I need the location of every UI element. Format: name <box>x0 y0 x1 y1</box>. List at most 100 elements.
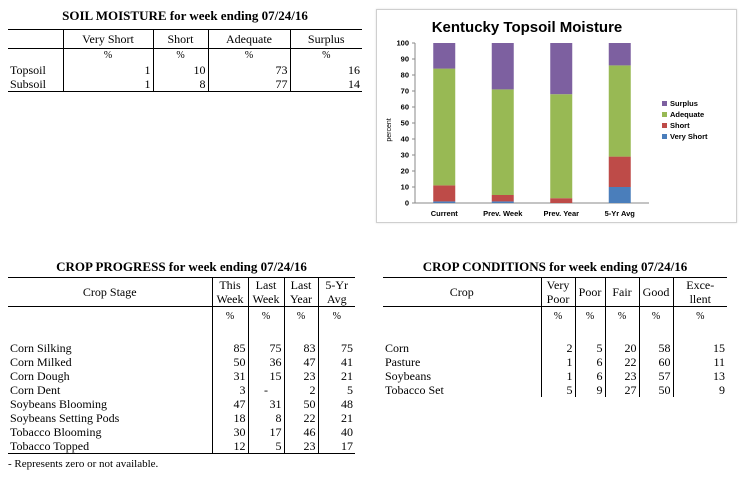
conditions-cell: 27 <box>604 383 639 397</box>
progress-row: Tobacco Blooming 30 17 46 40 <box>8 425 355 439</box>
conditions-row-label: Corn <box>385 341 409 355</box>
conditions-spacer <box>638 327 673 341</box>
progress-cell: 85 <box>211 341 248 355</box>
progress-spacer <box>8 327 212 341</box>
progress-cell: 18 <box>211 411 248 425</box>
progress-row: Corn Dough 31 15 23 21 <box>8 369 355 383</box>
conditions-header-excellent-1: Exce- <box>672 277 727 292</box>
chart-title: Kentucky Topsoil Moisture <box>432 19 623 36</box>
conditions-cell: 22 <box>604 355 639 369</box>
conditions-unit: % <box>540 306 575 327</box>
progress-cell: 5 <box>317 383 355 397</box>
progress-cell: 5 <box>247 439 284 454</box>
chart-bar-segment <box>608 187 631 203</box>
crop-progress-table: Crop Stage This Last Last 5-Yr Week Week… <box>8 277 355 470</box>
progress-row-label: Soybeans Setting Pods <box>10 411 120 425</box>
soil-header-surplus: Surplus <box>289 29 362 49</box>
conditions-spacer <box>540 327 575 341</box>
conditions-spacer <box>604 327 639 341</box>
progress-row-label: Tobacco Blooming <box>10 425 102 439</box>
conditions-cell: 50 <box>638 383 673 397</box>
chart-legend: Surplus Adequate Short Very Short <box>662 99 708 141</box>
conditions-cell: 2 <box>540 341 575 355</box>
progress-header-last-week-1: Last <box>247 277 284 292</box>
progress-row: Soybeans Setting Pods 18 8 22 21 <box>8 411 355 425</box>
conditions-cell: 6 <box>574 369 605 383</box>
conditions-row-label: Tobacco Set <box>385 383 444 397</box>
chart-legend-swatch <box>662 134 667 139</box>
progress-spacer <box>283 327 318 341</box>
conditions-cell: 9 <box>672 383 727 397</box>
chart-bar-segment <box>491 201 514 203</box>
progress-cell: 50 <box>211 355 248 369</box>
progress-cell: 22 <box>283 411 318 425</box>
conditions-row: Pasture 1 6 22 60 11 <box>383 355 727 369</box>
progress-cell: 46 <box>283 425 318 439</box>
progress-row-label: Corn Dent <box>10 383 61 397</box>
chart-y-tick-label: 70 <box>401 87 409 96</box>
progress-cell: 75 <box>247 341 284 355</box>
chart-y-tick-label: 10 <box>401 183 409 192</box>
conditions-spacer <box>383 327 541 341</box>
chart-svg: Kentucky Topsoil Moisture percent 0 10 20 3… <box>386 19 708 218</box>
topsoil-moisture-chart: Kentucky Topsoil Moisture percent 0 10 20 3… <box>376 9 737 223</box>
soil-unit: % <box>62 48 153 63</box>
chart-bar-segment <box>608 43 631 66</box>
progress-spacer <box>247 327 284 341</box>
chart-bar-segment <box>550 198 573 203</box>
chart-bar-segment <box>608 65 631 157</box>
chart-legend-label: Surplus <box>670 99 698 108</box>
soil-cell: 77 <box>207 77 290 92</box>
chart-bar-segment <box>433 185 456 202</box>
soil-header-adequate: Adequate <box>207 29 290 49</box>
conditions-header-very-poor-2: Poor <box>540 292 575 307</box>
progress-cell: 48 <box>317 397 355 411</box>
chart-y-tick-label: 40 <box>401 135 409 144</box>
progress-cell: 41 <box>317 355 355 369</box>
soil-cell: 10 <box>152 63 208 77</box>
progress-cell: 2 <box>283 383 318 397</box>
progress-cell: 50 <box>283 397 318 411</box>
soil-cell: 73 <box>207 63 290 77</box>
chart-bar-segment <box>550 94 573 199</box>
progress-spacer <box>317 327 355 341</box>
progress-row-label: Tobacco Topped <box>10 439 90 453</box>
progress-header-last-year-2: Year <box>283 292 318 307</box>
progress-cell: 17 <box>247 425 284 439</box>
progress-cell: 36 <box>247 355 284 369</box>
chart-legend-label: Adequate <box>670 110 704 119</box>
progress-row-label: Corn Dough <box>10 369 70 383</box>
conditions-row: Soybeans 1 6 23 57 13 <box>383 369 727 383</box>
progress-header-last-year-1: Last <box>283 277 318 292</box>
conditions-row: Corn 2 5 20 58 15 <box>383 341 727 355</box>
progress-cell: 30 <box>211 425 248 439</box>
progress-unit: % <box>317 306 355 327</box>
progress-unit: % <box>283 306 318 327</box>
chart-x-tick-label: Current <box>431 209 459 218</box>
conditions-cell: 9 <box>574 383 605 397</box>
progress-row: Corn Milked 50 36 47 41 <box>8 355 355 369</box>
progress-cell: 15 <box>247 369 284 383</box>
progress-cell: 31 <box>211 369 248 383</box>
progress-cell: 21 <box>317 369 355 383</box>
conditions-cell: 58 <box>638 341 673 355</box>
chart-y-tick-label: 60 <box>401 103 409 112</box>
progress-row-label: Corn Milked <box>10 355 72 369</box>
conditions-cell: 1 <box>540 369 575 383</box>
chart-bar-segment <box>550 43 573 95</box>
progress-header-crop-stage: Crop Stage <box>8 277 212 307</box>
chart-legend-swatch <box>662 123 667 128</box>
conditions-cell: 13 <box>672 369 727 383</box>
progress-cell: 3 <box>211 383 248 397</box>
chart-bar-segment <box>608 156 631 187</box>
conditions-cell: 5 <box>540 383 575 397</box>
crop-progress-title: CROP PROGRESS for week ending 07/24/16 <box>56 259 307 274</box>
conditions-row-label: Pasture <box>385 355 421 369</box>
progress-row: Soybeans Blooming 47 31 50 48 <box>8 397 355 411</box>
conditions-cell: 23 <box>604 369 639 383</box>
progress-row: Corn Dent 3 - 2 5 <box>8 383 355 397</box>
progress-cell: 17 <box>317 439 355 454</box>
soil-header-short: Short <box>152 29 208 49</box>
progress-cell: 75 <box>317 341 355 355</box>
chart-bar-segment <box>491 43 514 90</box>
